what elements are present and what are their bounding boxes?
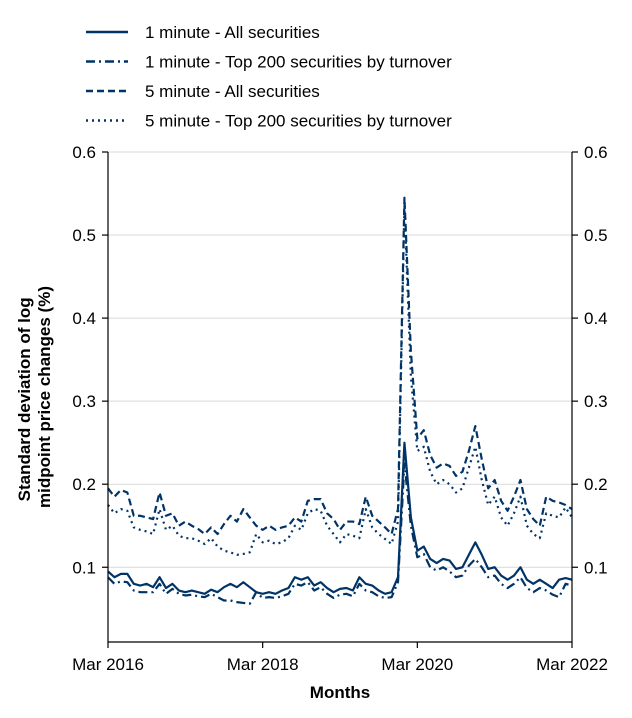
- plot-area: [107, 196, 573, 605]
- y-tick-label-left: 0.4: [72, 309, 96, 328]
- series-line-3: [107, 196, 573, 536]
- y-axis-title-line-1: Standard deviation of log: [15, 297, 34, 501]
- y-tick-label-left: 0.3: [72, 392, 96, 411]
- y-tick-label-right: 0.1: [584, 558, 608, 577]
- series-line-1: [107, 441, 573, 595]
- y-tick-label-left: 0.2: [72, 475, 96, 494]
- legend-label: 1 minute - All securities: [145, 23, 320, 42]
- y-tick-label-right: 0.6: [584, 143, 608, 162]
- series-line-4: [107, 204, 573, 556]
- y-tick-label-right: 0.2: [584, 475, 608, 494]
- x-tick-label: Mar 2020: [381, 655, 453, 674]
- x-tick-label: Mar 2016: [72, 655, 144, 674]
- axis-ticks: 0.1 0.1 0.2 0.2 0.3 0.3 0.4 0.4 0.5 0.5 0.6 0.6 Mar …: [72, 143, 608, 674]
- x-tick-label: Mar 2018: [227, 655, 299, 674]
- legend-label: 5 minute - Top 200 securities by turnove…: [145, 112, 452, 131]
- y-tick-label-right: 0.3: [584, 392, 608, 411]
- x-tick-label: Mar 2022: [536, 655, 608, 674]
- y-tick-label-left: 0.1: [72, 558, 96, 577]
- y-axis-title: Standard deviation of log midpoint price…: [15, 286, 54, 508]
- y-tick-label-right: 0.4: [584, 309, 608, 328]
- legend-label: 5 minute - All securities: [145, 82, 320, 101]
- legend: 1 minute - All securities 1 minute - Top …: [86, 23, 452, 131]
- y-tick-label-left: 0.5: [72, 226, 96, 245]
- grid-lines: [108, 151, 572, 568]
- y-tick-label-right: 0.5: [584, 226, 608, 245]
- y-tick-label-left: 0.6: [72, 143, 96, 162]
- x-axis-title: Months: [310, 683, 370, 702]
- y-axis-title-line-2: midpoint price changes (%): [35, 286, 54, 508]
- axes: [107, 152, 573, 643]
- series-line-2: [107, 462, 573, 605]
- legend-label: 1 minute - Top 200 securities by turnove…: [145, 53, 452, 72]
